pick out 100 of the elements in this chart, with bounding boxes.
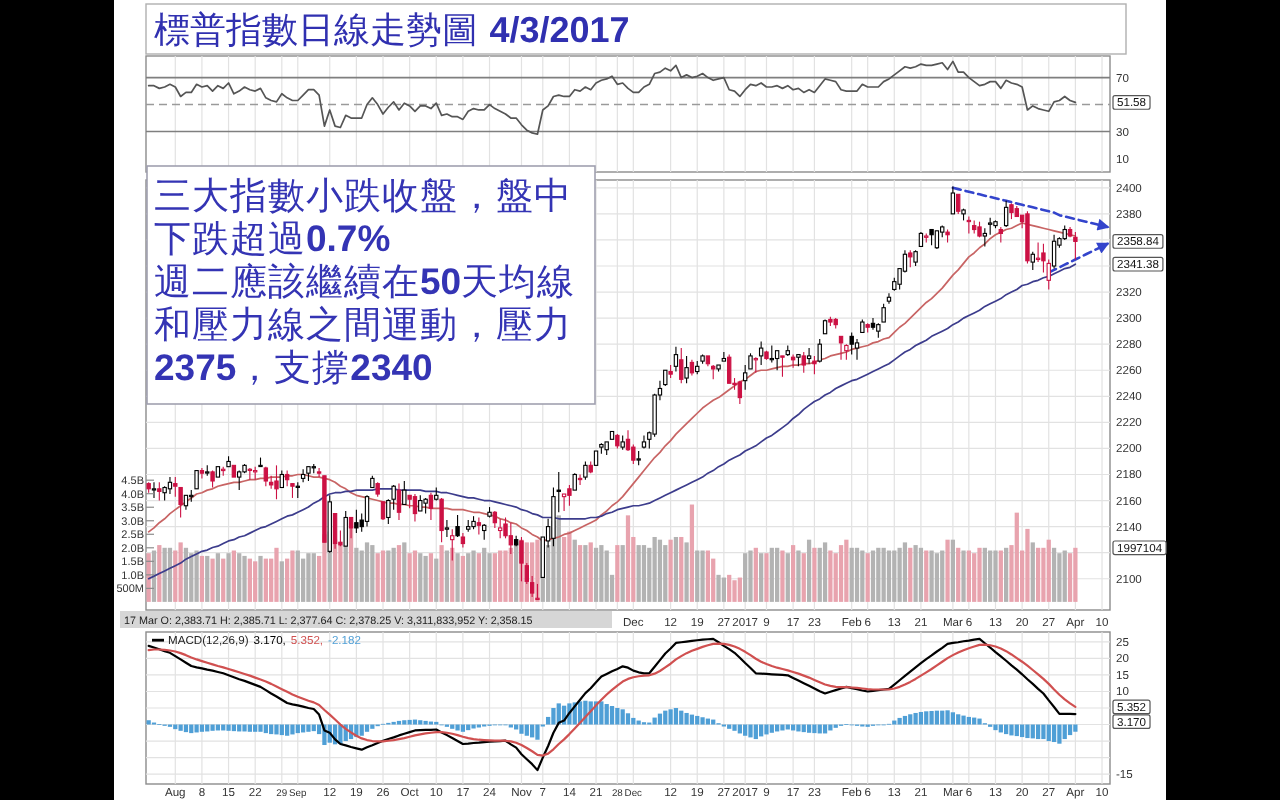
candlestick — [886, 292, 892, 305]
bar — [801, 553, 806, 602]
chart-title: 標普指數日線走勢圖 4/3/2017 — [154, 10, 630, 52]
candlestick — [950, 185, 956, 215]
bar — [279, 561, 284, 602]
bar — [1062, 550, 1067, 602]
candlestick — [396, 483, 402, 521]
candlestick — [476, 516, 482, 535]
bar — [700, 550, 705, 602]
bar — [790, 545, 796, 602]
bar — [764, 553, 769, 602]
bar — [199, 724, 205, 732]
bar — [178, 724, 183, 731]
bar — [274, 724, 279, 735]
candlestick — [300, 468, 306, 483]
bar — [743, 553, 748, 602]
bar — [178, 542, 183, 602]
bar — [775, 547, 780, 602]
bar — [226, 724, 231, 731]
bar — [561, 536, 567, 602]
bar — [455, 724, 460, 731]
bar — [237, 553, 242, 602]
bar — [604, 550, 609, 602]
bar — [700, 717, 705, 725]
bar — [897, 547, 902, 602]
bar — [364, 724, 370, 732]
bar — [604, 704, 609, 725]
bar — [274, 547, 279, 602]
bar — [913, 545, 918, 602]
bar — [908, 714, 913, 725]
bar — [684, 542, 689, 602]
bar — [253, 561, 258, 602]
bar — [966, 716, 971, 725]
bar — [668, 539, 673, 602]
bar — [902, 542, 908, 602]
bar — [918, 711, 924, 725]
bar — [886, 550, 892, 602]
bar — [727, 574, 732, 602]
bar — [828, 724, 833, 731]
bar — [423, 555, 428, 602]
bar — [253, 724, 258, 732]
bar — [205, 555, 210, 602]
candlestick — [774, 350, 780, 371]
bar — [482, 547, 487, 602]
bar — [380, 550, 386, 602]
bar — [1025, 528, 1030, 602]
bar — [189, 553, 194, 602]
bar — [1041, 547, 1046, 602]
bar — [977, 547, 982, 602]
bar — [865, 553, 870, 602]
bar — [684, 712, 689, 725]
bar — [556, 515, 561, 602]
bar — [663, 710, 668, 725]
candlestick — [684, 355, 689, 384]
line-series — [147, 263, 1077, 580]
bar — [1067, 553, 1073, 602]
bar — [977, 718, 982, 725]
bar — [609, 706, 615, 725]
bar — [972, 553, 977, 602]
bar — [918, 547, 924, 602]
bar — [716, 574, 721, 602]
candlestick — [780, 355, 785, 378]
bar — [247, 558, 252, 602]
bar — [897, 717, 902, 725]
candlestick — [801, 351, 806, 374]
bar — [673, 708, 679, 725]
bar — [753, 724, 758, 740]
bar — [577, 545, 583, 602]
bar — [780, 724, 785, 731]
bar — [711, 719, 716, 725]
bar — [908, 547, 913, 602]
bar — [817, 547, 822, 602]
bar — [1062, 724, 1067, 740]
bar — [535, 539, 540, 602]
bar — [492, 553, 497, 602]
bar — [711, 558, 716, 602]
bar — [545, 545, 551, 602]
bar — [428, 553, 434, 602]
candlestick — [956, 193, 961, 215]
bar — [1073, 724, 1078, 732]
bar — [849, 547, 854, 602]
bar — [210, 724, 215, 731]
bar — [961, 550, 966, 602]
candlestick — [583, 460, 588, 481]
bar — [258, 555, 263, 602]
bar — [679, 710, 684, 725]
bar — [306, 553, 311, 602]
candlestick — [354, 509, 359, 534]
bar — [354, 547, 359, 602]
bar — [812, 547, 817, 602]
bar — [1030, 542, 1035, 602]
bar — [705, 550, 711, 602]
bar — [689, 714, 695, 725]
bar — [455, 553, 460, 602]
bar — [689, 504, 695, 602]
bar — [950, 712, 956, 725]
bar — [854, 547, 860, 602]
bar — [396, 545, 402, 602]
bar — [1014, 512, 1019, 602]
bar — [391, 547, 396, 602]
